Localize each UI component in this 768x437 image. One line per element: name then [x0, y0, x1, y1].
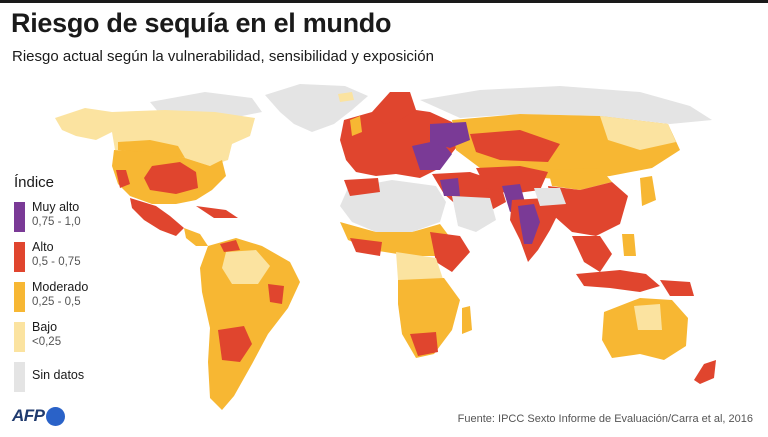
legend-title: Índice: [14, 174, 55, 191]
afp-logo-text: AFP: [12, 406, 45, 425]
legend-item-muy-alto: Muy alto 0,75 - 1,0: [14, 200, 164, 232]
usa-west-high: [116, 170, 130, 188]
legend-range: 0,75 - 1,0: [32, 216, 81, 228]
russia-high: [470, 130, 560, 162]
legend-item-sin-datos: Sin datos: [14, 360, 164, 392]
indonesia: [576, 270, 660, 292]
russia-very-high: [430, 122, 470, 148]
tibet: [534, 188, 566, 206]
usa-high: [144, 162, 198, 194]
legend-label: Alto: [32, 240, 54, 254]
uk: [350, 116, 362, 136]
legend-item-alto: Alto 0,5 - 0,75: [14, 240, 164, 272]
legend-swatch: [14, 242, 25, 272]
russia-north: [420, 86, 712, 124]
venezuela-high: [220, 240, 240, 252]
south-africa-high: [410, 332, 438, 356]
legend-swatch: [14, 282, 25, 312]
legend-swatch: [14, 362, 25, 392]
east-africa: [430, 232, 470, 272]
legend-swatch: [14, 202, 25, 232]
afp-logo: AFP: [12, 406, 65, 426]
scandinavia: [372, 92, 416, 124]
japan: [640, 176, 656, 206]
madagascar: [462, 306, 472, 334]
new-guinea: [660, 280, 694, 296]
legend-label: Sin datos: [32, 368, 85, 382]
southeast-asia: [572, 236, 612, 272]
mongolia: [548, 168, 612, 190]
brazil-east-high: [268, 284, 284, 304]
caribbean: [196, 206, 238, 218]
india-very-high: [518, 204, 540, 244]
philippines: [622, 234, 636, 256]
legend-item-bajo: Bajo <0,25: [14, 320, 164, 352]
legend-item-moderado: Moderado 0,25 - 0,5: [14, 280, 164, 312]
legend-label: Muy alto: [32, 200, 80, 214]
canada-moderate: [118, 140, 185, 158]
southern-cone-high: [218, 326, 252, 362]
iceland: [338, 92, 354, 102]
legend-range: 0,5 - 0,75: [32, 256, 81, 268]
west-africa-high: [350, 238, 382, 256]
australia-low: [634, 304, 662, 330]
map-title: Riesgo de sequía en el mundo: [11, 8, 392, 38]
top-rule: [0, 0, 768, 3]
legend-range: <0,25: [32, 336, 62, 348]
canada: [112, 110, 255, 166]
legend-swatch: [14, 322, 25, 352]
arabia: [452, 196, 496, 232]
source-note: Fuente: IPCC Sexto Informe de Evaluación…: [457, 413, 753, 425]
alaska: [55, 108, 112, 140]
legend-range: 0,25 - 0,5: [32, 296, 81, 308]
new-zealand: [694, 360, 716, 384]
afp-logo-icon: [45, 406, 65, 426]
legend: Índice Muy alto 0,75 - 1,0 Alto 0,5 - 0,…: [14, 174, 164, 400]
ukraine-very-high: [412, 140, 452, 170]
russia-east-low: [600, 116, 676, 150]
mexico: [130, 198, 184, 236]
maghreb: [344, 178, 380, 196]
china: [548, 182, 628, 236]
central-america: [184, 228, 208, 246]
central-asia: [476, 166, 548, 194]
amazon: [222, 250, 270, 284]
legend-label: Bajo: [32, 320, 58, 334]
south-america: [200, 238, 300, 410]
iraq-very-high: [440, 178, 460, 196]
map-subtitle: Riesgo actual según la vulnerabilidad, s…: [12, 48, 434, 65]
legend-label: Moderado: [32, 280, 89, 294]
